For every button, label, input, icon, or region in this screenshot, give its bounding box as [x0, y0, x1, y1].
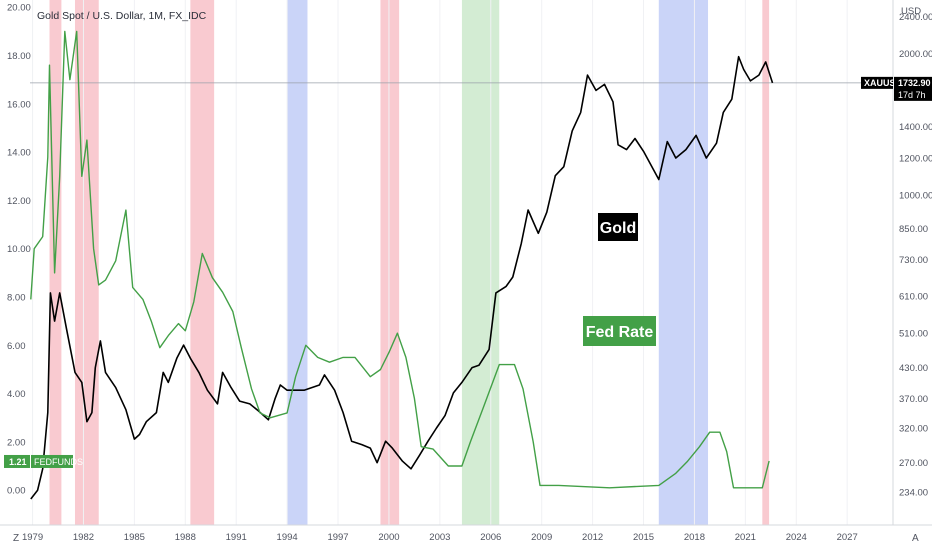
left-tick-label: 0.00: [7, 486, 26, 497]
x-tick-label: 1991: [226, 532, 247, 543]
x-axis-ticks: 1979 1982 1985 1988 1991 1994 1997 2000 2003 2006…: [22, 532, 858, 543]
right-axis-ticks: 234.00 270.00 320.00 370.00 430.00 510.00 610.…: [899, 12, 932, 499]
shaded-band-4: [287, 0, 308, 525]
right-tick-label: 430.00: [899, 363, 928, 374]
gold-annotation-bg: [598, 213, 638, 241]
right-tick-label: 2000.00: [899, 49, 932, 60]
right-axis-unit-label: USD: [901, 6, 921, 17]
gold-last-value: 1732.90: [898, 78, 931, 88]
right-tick-label: 1400.00: [899, 122, 932, 133]
gold-price-marker[interactable]: XAUUSD 1732.90 17d 7h: [861, 76, 932, 101]
vertical-gridlines: [32, 0, 848, 525]
x-tick-label: 1979: [22, 532, 43, 543]
auto-scale-button[interactable]: A: [912, 533, 919, 544]
x-tick-label: 2021: [735, 532, 756, 543]
left-tick-label: 6.00: [7, 341, 26, 352]
series-line-fedfunds: [30, 30, 770, 489]
shaded-band-7: [658, 0, 709, 525]
x-tick-label: 1994: [277, 532, 298, 543]
right-tick-label: 730.00: [899, 255, 928, 266]
right-tick-label: 270.00: [899, 458, 928, 469]
x-tick-label: 1985: [124, 532, 145, 543]
x-tick-label: 2009: [531, 532, 552, 543]
shaded-band-5: [380, 0, 400, 525]
right-tick-label: 234.00: [899, 487, 928, 498]
x-tick-label: 1982: [73, 532, 94, 543]
gold-countdown: 17d 7h: [898, 90, 926, 100]
right-tick-label: 370.00: [899, 394, 928, 405]
x-tick-label: 2012: [582, 532, 603, 543]
fed-value-tag: [4, 454, 30, 468]
left-axis-ticks: 0.00 2.00 4.00 6.00 8.00 10.00 12.00 14.00 16.00…: [7, 3, 31, 497]
timezone-button[interactable]: Z: [13, 533, 19, 544]
left-tick-label: 12.00: [7, 196, 31, 207]
right-tick-label: 2400.00: [899, 12, 932, 23]
left-tick-label: 20.00: [7, 3, 31, 14]
right-tick-label: 1000.00: [899, 191, 932, 202]
fed-symbol-text: FEDFUNDS: [34, 457, 83, 467]
fed-rate-marker[interactable]: 1.21 FEDFUNDS: [4, 454, 83, 468]
left-tick-label: 10.00: [7, 244, 31, 255]
gold-symbol-text: XAUUSD: [864, 78, 903, 88]
left-tick-label: 4.00: [7, 389, 26, 400]
x-tick-label: 2000: [378, 532, 399, 543]
right-tick-label: 1200.00: [899, 153, 932, 164]
right-tick-label: 850.00: [899, 224, 928, 235]
x-tick-label: 1997: [327, 532, 348, 543]
x-tick-label: 2018: [684, 532, 705, 543]
right-tick-label: 610.00: [899, 292, 928, 303]
fed-annotation-text: Fed Rate: [586, 324, 654, 341]
fed-last-value: 1.21: [9, 457, 27, 467]
gold-annotation-text: Gold: [600, 220, 636, 237]
left-tick-label: 8.00: [7, 293, 26, 304]
fed-symbol-tag: [31, 454, 73, 468]
series-line-xauusd: [30, 55, 774, 500]
x-tick-label: 2024: [786, 532, 807, 543]
x-tick-label: 2015: [633, 532, 654, 543]
x-tick-label: 2006: [480, 532, 501, 543]
gold-annotation: Gold: [598, 213, 638, 241]
shaded-band-8: [762, 0, 770, 525]
x-tick-label: 2027: [837, 532, 858, 543]
fed-annotation-bg: [583, 316, 656, 346]
x-tick-label: 2003: [429, 532, 450, 543]
right-tick-label: 320.00: [899, 423, 928, 434]
left-tick-label: 14.00: [7, 148, 31, 159]
left-tick-label: 2.00: [7, 437, 26, 448]
right-tick-label: 510.00: [899, 328, 928, 339]
x-tick-label: 1988: [175, 532, 196, 543]
series-lines: [30, 30, 774, 500]
shaded-band-6: [461, 0, 500, 525]
gold-symbol-tag: [861, 76, 893, 89]
left-tick-label: 18.00: [7, 51, 31, 62]
shaded-bands: [49, 0, 770, 525]
chart-title: Gold Spot / U.S. Dollar, 1M, FX_IDC: [37, 10, 207, 22]
left-tick-label: 16.00: [7, 99, 31, 110]
gold-value-tag: [894, 76, 932, 101]
shaded-band-3: [190, 0, 215, 525]
fed-rate-annotation: Fed Rate: [583, 316, 656, 346]
